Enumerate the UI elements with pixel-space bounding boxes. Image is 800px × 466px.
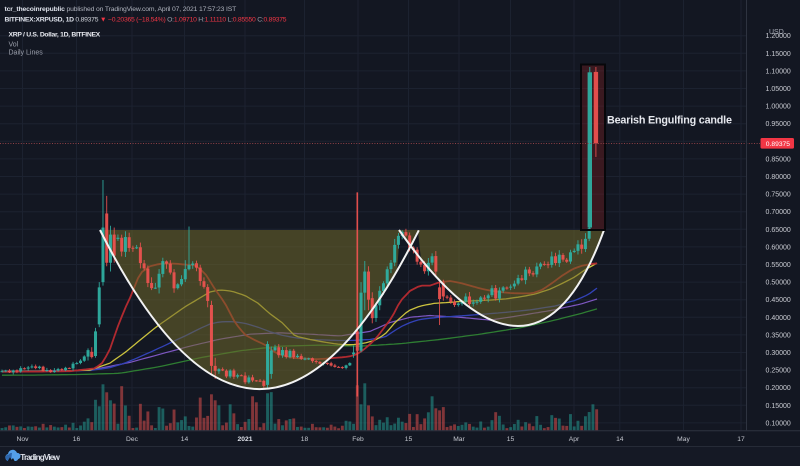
svg-text:0.60000: 0.60000 bbox=[766, 244, 791, 251]
svg-text:0.45000: 0.45000 bbox=[766, 297, 791, 304]
svg-text:14: 14 bbox=[616, 436, 624, 443]
svg-text:Apr: Apr bbox=[569, 436, 580, 443]
svg-text:17: 17 bbox=[737, 436, 745, 443]
svg-text:0.15000: 0.15000 bbox=[766, 403, 791, 410]
svg-text:2021: 2021 bbox=[238, 436, 253, 443]
svg-text:1.15000: 1.15000 bbox=[766, 51, 791, 58]
svg-text:1.00000: 1.00000 bbox=[766, 104, 791, 111]
svg-text:1.10000: 1.10000 bbox=[766, 68, 791, 75]
svg-text:16: 16 bbox=[73, 436, 81, 443]
svg-text:0.89375: 0.89375 bbox=[766, 141, 790, 148]
svg-text:0.30000: 0.30000 bbox=[766, 350, 791, 357]
svg-text:1.20000: 1.20000 bbox=[766, 33, 791, 40]
svg-text:Mar: Mar bbox=[453, 436, 465, 443]
svg-text:15: 15 bbox=[507, 436, 515, 443]
svg-text:0.85000: 0.85000 bbox=[766, 156, 791, 163]
svg-text:XRP / U.S. Dollar, 1D, BITFINE: XRP / U.S. Dollar, 1D, BITFINEX bbox=[9, 32, 101, 39]
svg-text:Dec: Dec bbox=[126, 436, 139, 443]
svg-text:14: 14 bbox=[181, 436, 189, 443]
svg-text:Vol: Vol bbox=[9, 42, 19, 49]
svg-text:Daily Lines: Daily Lines bbox=[9, 50, 44, 57]
svg-text:Nov: Nov bbox=[17, 436, 30, 443]
svg-text:0.50000: 0.50000 bbox=[766, 280, 791, 287]
svg-text:0.20000: 0.20000 bbox=[766, 385, 791, 392]
svg-text:0.95000: 0.95000 bbox=[766, 121, 791, 128]
svg-text:tcr_thecoinrepublic published: tcr_thecoinrepublic published on Trading… bbox=[5, 6, 237, 13]
svg-text:0.70000: 0.70000 bbox=[766, 209, 791, 216]
svg-text:May: May bbox=[677, 436, 690, 443]
svg-text:0.80000: 0.80000 bbox=[766, 174, 791, 181]
svg-text:0.55000: 0.55000 bbox=[766, 262, 791, 269]
svg-text:0.75000: 0.75000 bbox=[766, 192, 791, 199]
svg-text:15: 15 bbox=[405, 436, 413, 443]
svg-text:0.10000: 0.10000 bbox=[766, 420, 791, 427]
svg-text:Bearish Engulfing candle: Bearish Engulfing candle bbox=[607, 115, 732, 127]
svg-text:18: 18 bbox=[301, 436, 309, 443]
svg-text:BITFINEX:XRPUSD, 1D 0.89375 ▼: BITFINEX:XRPUSD, 1D 0.89375 ▼ −0.20365 (… bbox=[5, 17, 287, 24]
svg-text:1.05000: 1.05000 bbox=[766, 86, 791, 93]
svg-text:0.25000: 0.25000 bbox=[766, 368, 791, 375]
svg-text:USD: USD bbox=[769, 29, 784, 36]
svg-text:Feb: Feb bbox=[352, 436, 364, 443]
svg-text:TradingView: TradingView bbox=[20, 453, 60, 462]
svg-text:0.35000: 0.35000 bbox=[766, 332, 791, 339]
svg-text:0.40000: 0.40000 bbox=[766, 315, 791, 322]
svg-text:0.65000: 0.65000 bbox=[766, 227, 791, 234]
